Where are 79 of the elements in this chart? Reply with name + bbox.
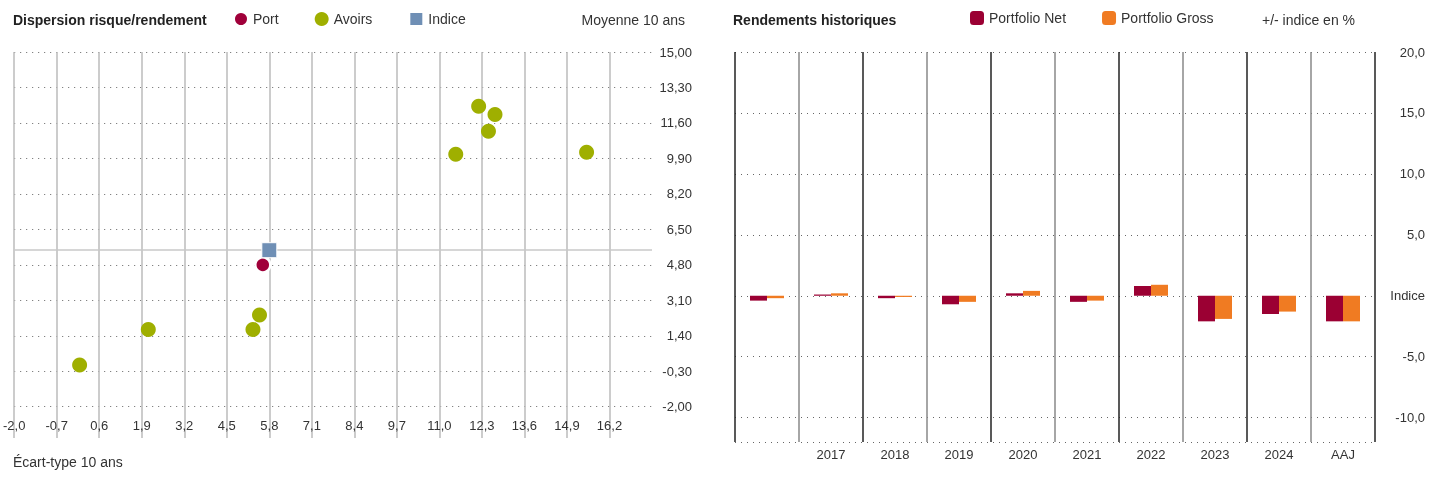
x-tick-label: 2022 — [1136, 447, 1166, 462]
y-tick-label: -0,30 — [662, 363, 692, 379]
x-tick-label: -0,7 — [45, 418, 68, 433]
chart-title: Rendements historiques — [733, 12, 897, 28]
y-tick-label: 15,00 — [659, 44, 692, 60]
x-tick-label: 13,6 — [511, 418, 538, 433]
bar — [1215, 295, 1232, 319]
y-tick-label: 10,0 — [1399, 166, 1425, 182]
x-tick-label: 4,5 — [217, 418, 236, 433]
y-tick-label: 8,20 — [666, 186, 692, 202]
bar — [1279, 295, 1296, 312]
bar — [1343, 295, 1360, 322]
point — [480, 123, 496, 139]
legend-label: Indice — [428, 11, 466, 27]
legend-label: Portfolio Net — [989, 10, 1067, 26]
x-tick-label: 1,9 — [132, 418, 151, 433]
y-tick-label: 3,10 — [666, 292, 692, 308]
point — [448, 146, 464, 162]
legend-label: Avoirs — [333, 11, 373, 27]
x-tick-label: 14,9 — [554, 418, 580, 433]
bar — [1198, 295, 1215, 322]
x-tick-label: 2019 — [944, 447, 974, 462]
bar — [1087, 295, 1104, 301]
y-tick-label: 6,50 — [666, 221, 692, 237]
bar — [1326, 295, 1343, 322]
y-tick-label: 13,30 — [659, 79, 692, 95]
legend-label: Port — [253, 11, 279, 27]
y-tick-label: 4,80 — [666, 257, 692, 273]
point — [471, 98, 487, 114]
bar — [1134, 286, 1151, 296]
y-tick-label: -2,00 — [662, 399, 692, 415]
bar — [1262, 295, 1279, 315]
x-tick-label: 0,6 — [90, 418, 109, 433]
bar — [1006, 293, 1023, 296]
y-tick-label: 11,60 — [660, 115, 692, 131]
x-tick-label: 8,4 — [345, 418, 364, 433]
x-tick-label: 11,0 — [427, 418, 452, 433]
y-tick-label: 5,0 — [1406, 227, 1425, 243]
x-tick-label: 3,2 — [175, 418, 194, 433]
point — [252, 307, 268, 323]
x-axis-title: Écart-type 10 ans — [13, 454, 123, 470]
bar — [750, 295, 767, 301]
point — [261, 242, 278, 259]
y-axis-title: +/- indice en % — [1262, 12, 1355, 28]
y-axis-title: Moyenne 10 ans — [581, 12, 686, 28]
y-tick-label: -5,0 — [1402, 349, 1425, 365]
y-tick-label: 9,90 — [666, 150, 692, 166]
y-tick-label: 20,0 — [1399, 44, 1425, 60]
bar — [1023, 290, 1040, 296]
x-tick-label: 2021 — [1072, 447, 1102, 462]
y-tick-label: 1,40 — [666, 328, 692, 344]
x-tick-label: 2020 — [1008, 447, 1038, 462]
x-tick-label: 2023 — [1200, 447, 1230, 462]
bar — [942, 295, 959, 305]
x-tick-label: 2018 — [880, 447, 910, 462]
point — [140, 322, 156, 337]
x-tick-label: 2024 — [1264, 447, 1294, 462]
y-tick-label: Indice — [1390, 288, 1425, 304]
y-tick-label: -10,0 — [1395, 410, 1425, 426]
point — [579, 144, 595, 160]
y-tick-label: 15,0 — [1399, 105, 1425, 121]
x-tick-label: 12,3 — [469, 418, 495, 433]
x-tick-label: 16,2 — [596, 418, 623, 433]
x-tick-label: 2017 — [816, 447, 846, 462]
point — [245, 322, 261, 337]
x-tick-label: 9,7 — [387, 418, 406, 433]
bar — [1151, 284, 1168, 296]
x-tick-label: 7,1 — [302, 418, 321, 433]
x-tick-label: -2,0 — [3, 418, 26, 433]
bar — [1070, 295, 1087, 302]
chart-title: Dispersion risque/rendement — [13, 12, 208, 28]
legend-label: Portfolio Gross — [1121, 10, 1214, 26]
point — [487, 107, 503, 123]
bar — [959, 295, 976, 302]
bar — [831, 293, 848, 296]
point — [72, 357, 88, 373]
x-tick-label: 5,8 — [260, 418, 279, 433]
x-tick-label: AAJ — [1331, 447, 1355, 462]
point — [254, 256, 272, 274]
